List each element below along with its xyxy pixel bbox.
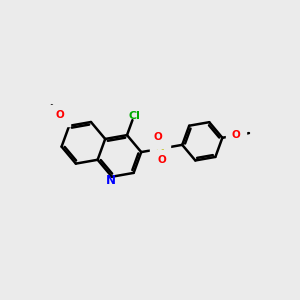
Text: O: O	[232, 130, 240, 140]
Text: N: N	[106, 174, 116, 187]
Text: S: S	[155, 142, 164, 155]
Text: O: O	[153, 133, 162, 142]
Text: O: O	[56, 110, 65, 120]
Text: Cl: Cl	[128, 111, 140, 121]
Text: O: O	[158, 155, 166, 165]
